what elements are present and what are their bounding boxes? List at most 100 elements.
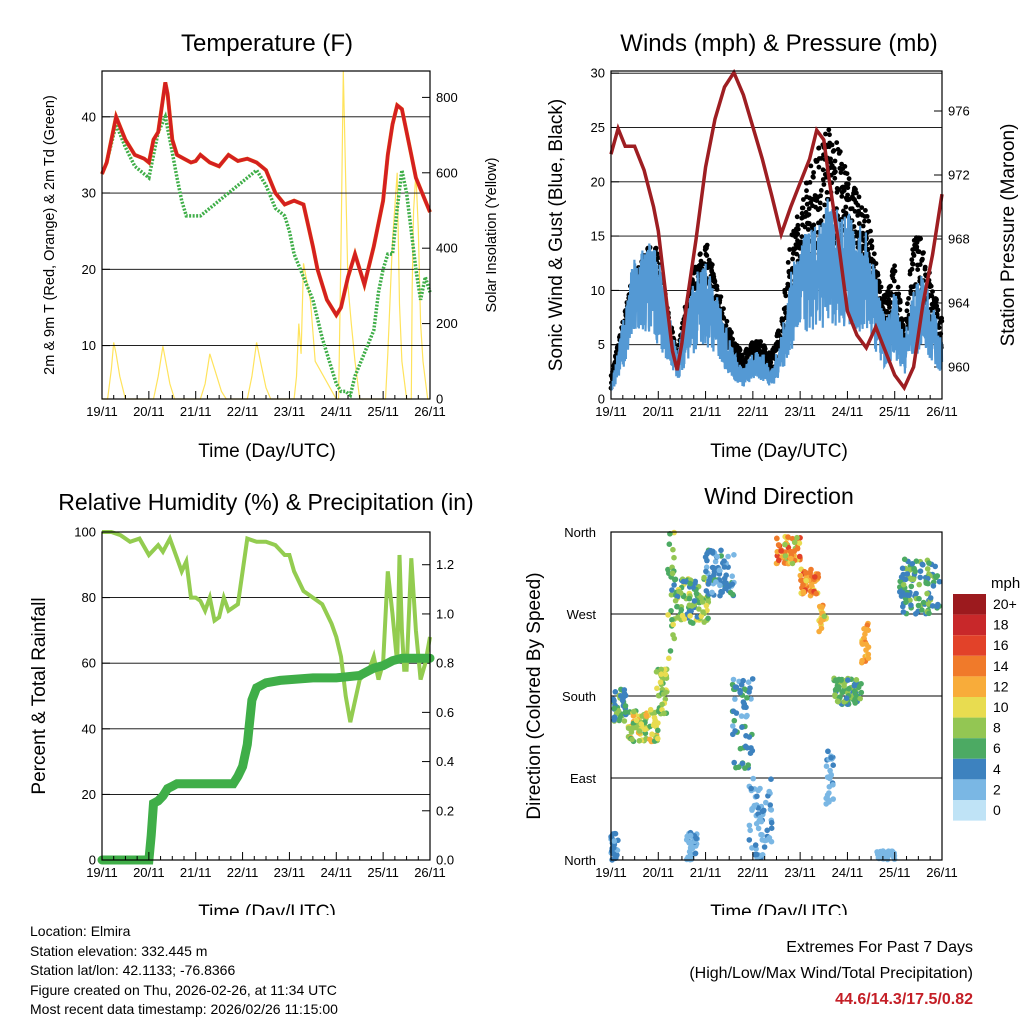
direction-point (662, 671, 669, 678)
wind-ytick-label: 0 (598, 392, 605, 407)
direction-point (741, 686, 748, 692)
direction-xlabel: Time (Day/UTC) (710, 902, 848, 915)
direction-point (649, 731, 655, 737)
gust-point (838, 170, 844, 176)
gust-point (864, 214, 870, 219)
direction-point (890, 854, 897, 860)
winds-panel: Winds (mph) & Pressure (mb) Sonic Wind &… (546, 30, 1019, 462)
wind-xtick-label: 25/11 (879, 404, 911, 419)
gust-point (811, 170, 816, 175)
temp-ytick-right-label: 200 (436, 316, 458, 331)
direction-point (754, 851, 760, 858)
gust-point (855, 202, 861, 208)
direction-point (902, 576, 909, 583)
direction-point (827, 767, 833, 774)
station-info: Location: Elmira Station elevation: 332.… (30, 922, 338, 1020)
gust-point (922, 264, 928, 270)
rh-ytick-label: 80 (82, 590, 96, 605)
gust-point (888, 283, 893, 289)
direction-point (630, 725, 636, 731)
temp-ytick-label: 30 (82, 186, 96, 201)
direction-point (924, 590, 930, 597)
direction-point (669, 570, 676, 577)
dir-ytick-label: North (564, 853, 596, 868)
gust-point (895, 284, 901, 290)
direction-point (700, 609, 706, 615)
direction-point (932, 573, 939, 580)
gust-point (904, 308, 910, 314)
gust-point (839, 194, 845, 199)
solar-series-line (102, 70, 430, 400)
wind-ytick-label: 30 (591, 66, 605, 81)
gust-point (866, 218, 872, 224)
gust-point (914, 244, 920, 250)
direction-point (908, 576, 915, 583)
direction-point (750, 775, 756, 782)
direction-point (655, 727, 661, 734)
gust-point (795, 231, 801, 237)
gust-point (892, 263, 897, 269)
direction-point (900, 581, 907, 588)
direction-point (729, 581, 736, 587)
wind-xtick-label: 26/11 (926, 404, 958, 419)
direction-point (913, 590, 919, 597)
direction-point (725, 553, 731, 560)
direction-point (853, 677, 860, 683)
direction-point (647, 706, 654, 713)
speed-legend-label: 20+ (993, 596, 1017, 612)
direction-point (761, 844, 768, 850)
direction-point (717, 582, 723, 589)
direction-point (803, 577, 809, 584)
gust-point (843, 204, 849, 210)
gust-point (917, 262, 923, 267)
dir-xtick-label: 25/11 (879, 865, 911, 880)
rh-ytick-right-label: 0.4 (436, 754, 454, 769)
direction-point (622, 709, 629, 715)
direction-point (920, 599, 927, 606)
gust-point (729, 330, 734, 336)
dir-xtick-label: 21/11 (690, 865, 722, 880)
rh-ytick-right-label: 0.0 (436, 853, 454, 868)
direction-point (858, 689, 865, 696)
gust-point (818, 193, 823, 199)
temp-ytick-right-label: 600 (436, 165, 458, 180)
rh-xtick-label: 25/11 (367, 865, 399, 880)
speed-legend-swatch (953, 676, 986, 697)
gust-point (805, 227, 811, 232)
gust-point (910, 261, 916, 267)
direction-point (621, 687, 628, 693)
direction-point (687, 844, 694, 851)
direction-point (906, 592, 912, 599)
gust-point (845, 185, 851, 191)
direction-point (714, 553, 721, 560)
wind-ytick-label: 20 (591, 174, 605, 189)
wind-xtick-label: 22/11 (737, 404, 769, 419)
rh-ytick-label: 40 (82, 721, 96, 736)
direction-point (675, 614, 681, 620)
direction-point (730, 708, 737, 714)
dir-ytick-label: North (564, 525, 596, 540)
direction-point (901, 592, 907, 598)
direction-point (703, 564, 710, 570)
direction-point (807, 569, 813, 576)
direction-point (745, 679, 752, 685)
temp-xtick-label: 26/11 (414, 404, 446, 419)
direction-point (687, 580, 693, 587)
gust-point (845, 181, 851, 187)
direction-point (611, 851, 617, 857)
direction-point (688, 608, 694, 614)
gust-point (851, 224, 857, 229)
gust-point (806, 206, 812, 212)
direction-point (633, 717, 640, 724)
direction-point (749, 747, 756, 754)
direction-point (900, 609, 907, 615)
direction-point (759, 832, 765, 838)
winds-ylabel-right: Station Pressure (Maroon) (998, 124, 1019, 347)
direction-point (835, 698, 841, 705)
rh-ytick-right-label: 0.2 (436, 803, 454, 818)
direction-point (730, 676, 737, 683)
direction-point (671, 582, 677, 588)
gust-point (820, 167, 826, 173)
rh-xtick-label: 19/11 (86, 865, 118, 880)
direction-point (855, 684, 862, 691)
